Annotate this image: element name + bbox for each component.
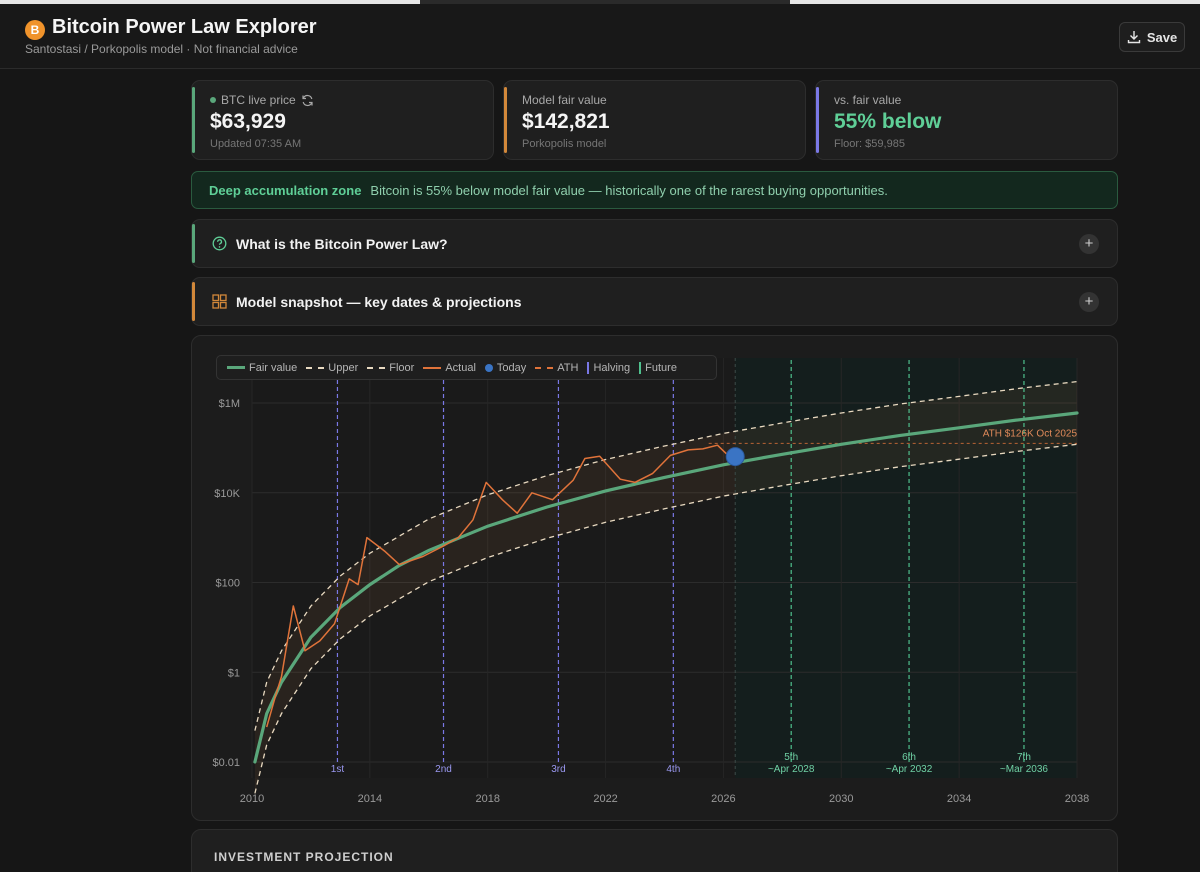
legend-item-halving[interactable]: Halving [587,361,631,374]
legend-item-today[interactable]: Today [484,361,527,374]
live-status-dot-icon [210,97,216,103]
legend-item-upper[interactable]: Upper [306,362,358,374]
window-strip-segment [790,0,1200,4]
accordion-accent-bar [192,282,195,321]
card-accent-bar [504,87,507,153]
legend-label-ath: ATH [557,361,579,374]
fair-value-label: Model fair value [522,93,607,107]
legend-item-actual[interactable]: Actual [423,362,476,374]
card-accent-bar [192,87,195,153]
fair-value-model: Porkopolis model [522,138,607,150]
btc-live-price-card: BTC live price $63,929 Updated 07:35 AM [191,80,494,160]
expand-plus-icon[interactable]: + [1079,292,1099,312]
legend-swatch [639,361,642,374]
live-price-value: $63,929 [210,110,286,133]
accumulation-zone-banner: Deep accumulation zone Bitcoin is 55% be… [191,171,1118,209]
legend-swatch [306,366,325,369]
legend-label-fair: Fair value [249,361,298,374]
grid-icon [212,294,227,309]
live-price-label: BTC live price [221,93,296,107]
vs-fair-value-value: 55% below [834,110,942,133]
investment-projection-title: INVESTMENT PROJECTION [214,850,394,864]
download-icon [1127,31,1141,44]
legend-item-floor[interactable]: Floor [367,362,414,374]
window-top-strip [0,0,1200,4]
zone-text: Bitcoin is 55% below model fair value — … [370,182,888,198]
legend-label-halving: Halving [593,361,631,374]
legend-item-future[interactable]: Future [639,361,677,374]
expand-plus-icon[interactable]: + [1079,234,1099,254]
chart-legend: Fair value Upper Floor Actual Today ATH … [216,355,717,380]
power-law-accordion[interactable]: What is the Bitcoin Power Law? + [191,219,1118,268]
legend-label-today: Today [496,361,527,374]
legend-label-actual: Actual [445,361,476,374]
legend-label-upper: Upper [328,361,359,374]
accordion-accent-bar [192,224,195,263]
app-subtitle: Santostasi / Porkopolis model · Not fina… [25,42,298,56]
app-header: B Bitcoin Power Law Explorer Santostasi … [0,4,1200,69]
legend-swatch [227,366,245,369]
help-circle-icon [212,236,227,251]
legend-swatch [535,366,554,369]
bitcoin-logo-icon: B [25,20,45,40]
legend-label-floor: Floor [389,361,415,374]
live-price-label-row: BTC live price [210,93,477,107]
save-button-label: Save [1146,29,1178,45]
model-snapshot-accordion-title: Model snapshot — key dates & projections [236,293,522,310]
card-accent-bar [816,87,819,153]
legend-swatch [587,361,590,374]
investment-projection-card: INVESTMENT PROJECTION [191,829,1118,872]
save-button[interactable]: Save [1119,22,1185,52]
vs-fair-value-label: vs. fair value [834,93,902,107]
refresh-icon[interactable] [301,94,314,107]
vs-fair-value-card: vs. fair value 55% below Floor: $59,985 [815,80,1118,160]
legend-swatch [423,366,442,369]
fair-value-value: $142,821 [522,110,610,133]
legend-item-ath[interactable]: ATH [535,362,578,374]
window-strip-segment [0,0,420,4]
app-title: Bitcoin Power Law Explorer [52,16,317,38]
model-fair-value-card: Model fair value $142,821 Porkopolis mod… [503,80,806,160]
legend-swatch [367,366,386,369]
model-snapshot-accordion[interactable]: Model snapshot — key dates & projections… [191,277,1118,326]
live-price-updated: Updated 07:35 AM [210,138,302,150]
legend-label-future: Future [645,361,677,374]
zone-title: Deep accumulation zone [209,182,362,198]
power-law-chart-card [191,335,1118,821]
legend-swatch [484,363,493,372]
power-law-accordion-title: What is the Bitcoin Power Law? [236,235,448,252]
legend-item-fair[interactable]: Fair value [227,362,297,374]
floor-value: Floor: $59,985 [834,138,905,150]
